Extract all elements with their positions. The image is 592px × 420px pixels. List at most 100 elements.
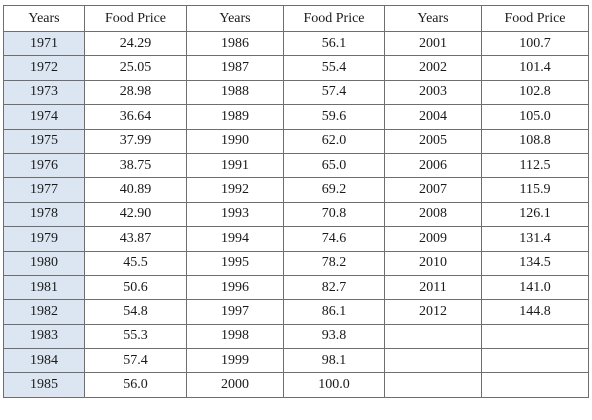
year-cell: 2007 (384, 177, 482, 203)
year-cell: 1993 (186, 201, 284, 228)
year-cell (384, 348, 482, 374)
year-cell: 1983 (3, 323, 85, 350)
table-body: 1971 24.29 1986 56.1 2001 100.7 1972 25.05 1987 5… (3, 30, 589, 398)
year-cell: 2006 (384, 152, 482, 179)
food-price-cell: 100.0 (283, 372, 385, 398)
food-price-table: Years Food Price Years Food Price Years … (3, 5, 589, 398)
food-price-cell: 59.6 (283, 104, 385, 130)
year-cell: 2000 (186, 372, 284, 398)
header-food-price-2: Food Price (283, 5, 385, 32)
food-price-cell: 54.8 (84, 299, 187, 325)
food-price-cell: 134.5 (481, 250, 589, 276)
food-price-cell: 98.1 (283, 348, 385, 374)
header-years-3: Years (384, 5, 482, 32)
food-price-cell: 28.98 (84, 79, 187, 106)
year-cell: 1986 (186, 30, 284, 57)
food-price-cell (481, 323, 589, 350)
year-cell: 2003 (384, 79, 482, 106)
table-row: 1975 37.99 1990 62.0 2005 108.8 (3, 128, 589, 154)
table-row: 1978 42.90 1993 70.8 2008 126.1 (3, 201, 589, 228)
food-price-cell: 55.4 (283, 55, 385, 81)
year-cell: 1989 (186, 104, 284, 130)
year-cell: 1992 (186, 177, 284, 203)
year-cell: 2012 (384, 299, 482, 325)
table-row: 1972 25.05 1987 55.4 2002 101.4 (3, 55, 589, 81)
year-cell: 1987 (186, 55, 284, 81)
year-cell: 1974 (3, 104, 85, 130)
year-cell: 2011 (384, 274, 482, 301)
table-row: 1971 24.29 1986 56.1 2001 100.7 (3, 30, 589, 57)
food-price-cell (481, 372, 589, 398)
food-price-cell: 25.05 (84, 55, 187, 81)
food-price-cell: 105.0 (481, 104, 589, 130)
year-cell: 1971 (3, 30, 85, 57)
food-price-cell: 82.7 (283, 274, 385, 301)
year-cell: 1982 (3, 299, 85, 325)
food-price-cell (481, 348, 589, 374)
header-food-price-1: Food Price (84, 5, 187, 32)
year-cell: 2001 (384, 30, 482, 57)
food-price-cell: 101.4 (481, 55, 589, 81)
header-years-2: Years (186, 5, 284, 32)
food-price-cell: 56.0 (84, 372, 187, 398)
food-price-cell: 131.4 (481, 226, 589, 252)
year-cell: 1985 (3, 372, 85, 398)
year-cell: 1979 (3, 226, 85, 252)
year-cell: 1996 (186, 274, 284, 301)
food-price-cell: 40.89 (84, 177, 187, 203)
header-years-1: Years (3, 5, 85, 32)
year-cell: 1998 (186, 323, 284, 350)
food-price-cell: 55.3 (84, 323, 187, 350)
food-price-cell: 108.8 (481, 128, 589, 154)
food-price-cell: 141.0 (481, 274, 589, 301)
year-cell: 1975 (3, 128, 85, 154)
food-price-cell: 69.2 (283, 177, 385, 203)
food-price-cell: 37.99 (84, 128, 187, 154)
food-price-cell: 36.64 (84, 104, 187, 130)
year-cell: 1972 (3, 55, 85, 81)
year-cell: 2005 (384, 128, 482, 154)
food-price-cell: 112.5 (481, 152, 589, 179)
food-price-cell: 115.9 (481, 177, 589, 203)
year-cell: 1988 (186, 79, 284, 106)
year-cell: 2008 (384, 201, 482, 228)
year-cell: 1997 (186, 299, 284, 325)
table-row: 1973 28.98 1988 57.4 2003 102.8 (3, 79, 589, 106)
table-row: 1974 36.64 1989 59.6 2004 105.0 (3, 104, 589, 130)
food-price-cell: 57.4 (283, 79, 385, 106)
table-row: 1976 38.75 1991 65.0 2006 112.5 (3, 152, 589, 179)
food-price-table-container: Years Food Price Years Food Price Years … (3, 5, 589, 398)
food-price-cell: 50.6 (84, 274, 187, 301)
food-price-cell: 57.4 (84, 348, 187, 374)
food-price-cell: 93.8 (283, 323, 385, 350)
year-cell (384, 372, 482, 398)
food-price-cell: 43.87 (84, 226, 187, 252)
year-cell: 1991 (186, 152, 284, 179)
food-price-cell: 86.1 (283, 299, 385, 325)
year-cell (384, 323, 482, 350)
food-price-cell: 38.75 (84, 152, 187, 179)
year-cell: 1977 (3, 177, 85, 203)
food-price-cell: 78.2 (283, 250, 385, 276)
year-cell: 1976 (3, 152, 85, 179)
food-price-cell: 144.8 (481, 299, 589, 325)
header-food-price-3: Food Price (481, 5, 589, 32)
table-row: 1980 45.5 1995 78.2 2010 134.5 (3, 250, 589, 276)
food-price-cell: 70.8 (283, 201, 385, 228)
food-price-cell: 24.29 (84, 30, 187, 57)
year-cell: 1990 (186, 128, 284, 154)
food-price-cell: 65.0 (283, 152, 385, 179)
food-price-cell: 74.6 (283, 226, 385, 252)
year-cell: 1978 (3, 201, 85, 228)
table-row: 1979 43.87 1994 74.6 2009 131.4 (3, 226, 589, 252)
year-cell: 1981 (3, 274, 85, 301)
year-cell: 2004 (384, 104, 482, 130)
year-cell: 1973 (3, 79, 85, 106)
year-cell: 1980 (3, 250, 85, 276)
table-row: 1983 55.3 1998 93.8 (3, 323, 589, 350)
year-cell: 1994 (186, 226, 284, 252)
food-price-cell: 102.8 (481, 79, 589, 106)
header-row: Years Food Price Years Food Price Years … (3, 5, 589, 32)
year-cell: 2010 (384, 250, 482, 276)
food-price-cell: 62.0 (283, 128, 385, 154)
